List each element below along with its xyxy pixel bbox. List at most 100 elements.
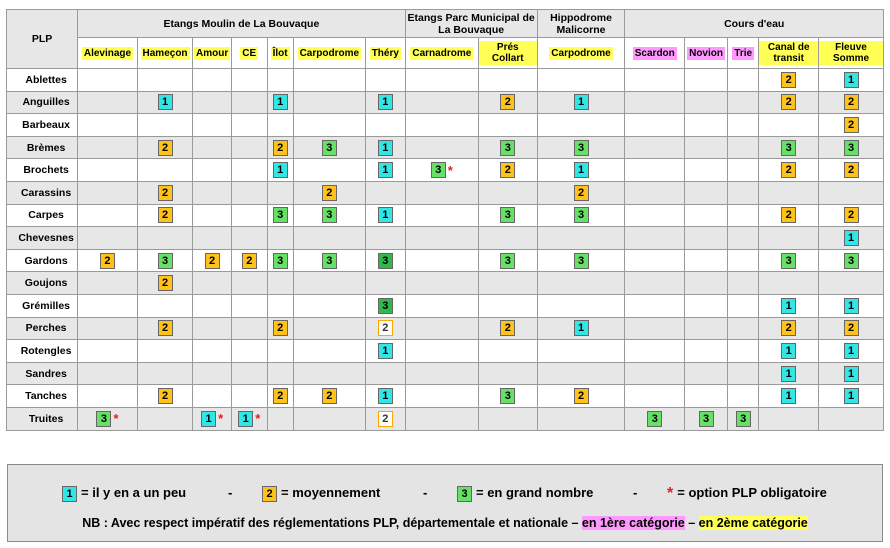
table-cell: 1 [364, 384, 406, 408]
table-cell: 3 [266, 203, 294, 228]
table-cell: 2 [136, 271, 194, 295]
table-cell: 3 [364, 248, 406, 273]
level-badge: 3 [500, 388, 516, 405]
level-badge: 3 [500, 139, 516, 156]
level-badge: 3 [272, 207, 288, 224]
table-cell [192, 135, 232, 160]
column-header-label: Fleuve Somme [819, 41, 883, 65]
table-cell: 3 [684, 406, 728, 431]
table-cell [136, 339, 194, 363]
table-cell: 2 [136, 316, 194, 341]
mandatory-option-star: * [255, 411, 261, 427]
table-cell: 3 [758, 135, 820, 160]
table-cell [726, 361, 760, 386]
level-badge: 3 [843, 252, 859, 269]
legend-star: * [667, 484, 674, 502]
table-cell: 1 [818, 339, 884, 363]
table-cell [364, 226, 406, 250]
level-badge: 2 [573, 388, 589, 405]
level-badge: 3 [157, 252, 173, 269]
table-cell [726, 384, 760, 408]
table-cell: 1 [536, 90, 626, 115]
table-cell: 2 [758, 203, 820, 228]
table-cell: 3 [536, 203, 626, 228]
table-cell [684, 316, 728, 341]
level-badge: 3 [272, 252, 288, 269]
table-row: Ablettes 2 1 [5, 68, 884, 92]
column-header-label: Carpodrome [549, 46, 613, 60]
table-cell [192, 293, 232, 318]
table-cell [292, 271, 366, 295]
table-cell [77, 339, 138, 363]
table-cell [477, 406, 538, 431]
table-cell: 3 [758, 248, 820, 273]
table-cell: 1 [136, 90, 194, 115]
species-name: Tanches [5, 384, 79, 408]
table-cell [726, 293, 760, 318]
species-name: Rotengles [5, 339, 79, 363]
table-cell: 2 [818, 158, 884, 182]
species-name: Barbeaux [5, 113, 79, 137]
table-cell [292, 316, 366, 341]
level-badge: 1 [843, 388, 859, 405]
table-cell: 3 [536, 135, 626, 160]
column-header-label: Scardon [632, 46, 677, 60]
column-header: Hameçon [136, 37, 194, 69]
table-cell: 2 [477, 90, 538, 115]
level-badge: 1 [781, 388, 797, 405]
table-cell [192, 68, 232, 92]
table-cell [477, 293, 538, 318]
table-cell [266, 271, 294, 295]
table-cell: 2 [266, 135, 294, 160]
level-badge: 2 [321, 184, 337, 201]
table-cell: 2 [230, 248, 268, 273]
table-cell: 2 [136, 203, 194, 228]
level-badge: 2 [573, 184, 589, 201]
level-badge: 1 [377, 342, 393, 359]
table-cell [136, 406, 194, 431]
legend-item: 1 = il y en a un peu [62, 483, 186, 503]
table-cell [536, 68, 626, 92]
table-cell [364, 180, 406, 205]
mandatory-option-star: * [113, 411, 119, 427]
table-row: Rotengles 1 1 1 [5, 339, 884, 363]
table-cell [192, 316, 232, 341]
table-cell [136, 226, 194, 250]
table-cell: 1 [266, 90, 294, 115]
table-cell [230, 113, 268, 137]
column-header-label: CE [240, 46, 259, 60]
table-cell: 3 [364, 293, 406, 318]
table-cell [77, 68, 138, 92]
table-cell [536, 339, 626, 363]
table-cell [230, 180, 268, 205]
table-cell [404, 226, 479, 250]
level-badge: 2 [500, 320, 516, 337]
group-header-row: PLP Etangs Moulin de La Bouvaque Etangs P… [5, 9, 884, 69]
table-cell [684, 226, 728, 250]
table-cell: 3 [477, 384, 538, 408]
column-header: CE [230, 37, 268, 69]
level-badge: 1 [573, 162, 589, 179]
level-badge: 2 [157, 275, 173, 292]
table-cell [684, 339, 728, 363]
level-badge: 3 [321, 139, 337, 156]
table-cell: 3 [292, 135, 366, 160]
table-cell [624, 203, 686, 228]
table-cell: 3 [818, 135, 884, 160]
table-row: Anguilles 1 1 1 2 1 2 2 [5, 90, 884, 115]
level-badge: 1 [843, 297, 859, 314]
column-header: Théry [364, 37, 406, 69]
table-cell [477, 180, 538, 205]
level-badge: 2 [272, 320, 288, 337]
table-cell [818, 180, 884, 205]
mandatory-option-star: * [218, 411, 224, 427]
species-name: Ablettes [5, 68, 79, 92]
table-row: Tanches 2 2 2 1 3 2 1 1 [5, 384, 884, 408]
table-cell: 2 [136, 384, 194, 408]
table-cell [477, 113, 538, 137]
table-cell [684, 248, 728, 273]
table-cell: 2 [364, 406, 406, 431]
table-cell: 2 [818, 203, 884, 228]
table-cell: 3 [624, 406, 686, 431]
